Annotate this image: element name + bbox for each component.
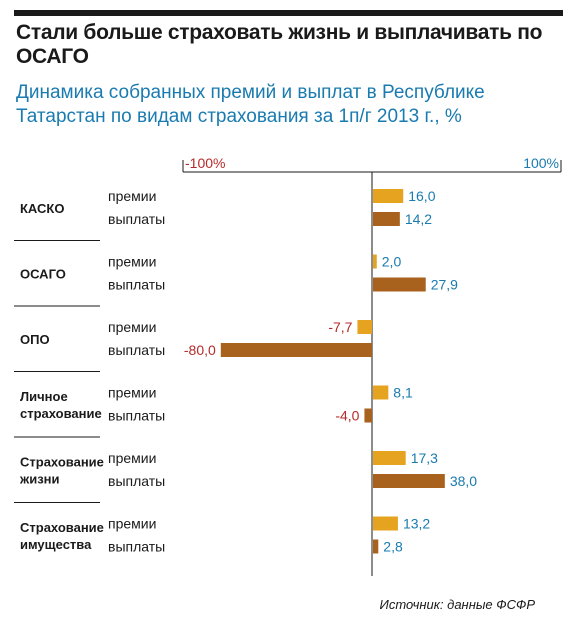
series-label: выплаты [108, 211, 165, 227]
axis-tick-label-max: 100% [523, 155, 559, 171]
bar-vyplaty [373, 277, 426, 292]
bar-premii [357, 320, 372, 334]
data-label: 14,2 [405, 211, 432, 227]
series-label: премии [108, 319, 156, 335]
top-rule [14, 10, 563, 16]
category-label: Личное [20, 389, 68, 404]
bar-vyplaty [373, 212, 400, 226]
bar-vyplaty [373, 539, 379, 554]
data-label: 2,0 [382, 254, 402, 270]
data-label: -4,0 [335, 408, 359, 424]
data-label: 38,0 [450, 473, 477, 489]
category-label: ОПО [20, 332, 50, 347]
bar-premii [373, 385, 389, 400]
data-label: 8,1 [393, 385, 413, 401]
series-label: премии [108, 188, 156, 204]
category-label: ОСАГО [20, 267, 66, 282]
data-label: 17,3 [411, 450, 438, 466]
series-label: премии [108, 254, 156, 270]
data-label: 13,2 [403, 516, 430, 532]
bar-vyplaty [373, 474, 445, 488]
category-label: КАСКО [20, 201, 64, 216]
series-label: выплаты [108, 408, 165, 424]
axis-tick-label-min: -100% [185, 155, 225, 171]
bar-vyplaty [220, 343, 372, 357]
series-label: премии [108, 385, 156, 401]
bar-vyplaty [364, 408, 372, 423]
category-label: жизни [19, 472, 60, 487]
category-label: Страхование [20, 520, 104, 535]
category-label: страхование [20, 406, 102, 421]
bar-premii [373, 516, 398, 531]
chart-subtitle: Динамика собранных премий и выплат в Рес… [16, 82, 485, 127]
data-label: 16,0 [408, 188, 435, 204]
data-label: -80,0 [184, 342, 216, 358]
data-label: -7,7 [328, 319, 352, 335]
series-label: премии [108, 450, 156, 466]
page-title: Стали больше страховать жизнь и выплачив… [16, 21, 543, 68]
category-label: имущества [20, 537, 92, 552]
data-label: 27,9 [431, 277, 458, 293]
series-label: выплаты [108, 539, 165, 555]
category-label: Страхование [20, 455, 104, 470]
series-label: премии [108, 516, 156, 532]
data-label: 2,8 [383, 539, 403, 555]
series-label: выплаты [108, 342, 165, 358]
bar-premii [373, 451, 406, 465]
series-label: выплаты [108, 473, 165, 489]
bar-premii [373, 189, 404, 203]
source-note: Источник: данные ФСФР [379, 597, 535, 612]
series-label: выплаты [108, 277, 165, 293]
bar-premii [373, 254, 377, 269]
